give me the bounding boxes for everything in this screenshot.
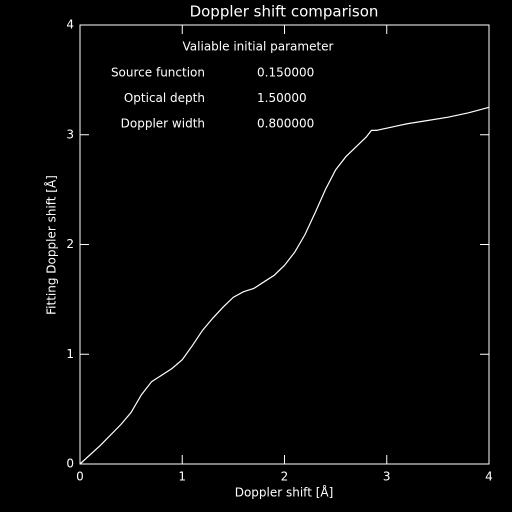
- x-tick-label: 3: [383, 470, 391, 484]
- x-axis-label: Doppler shift [Å]: [235, 485, 334, 500]
- y-tick-label: 1: [66, 347, 74, 361]
- parameter-value: 0.150000: [257, 66, 314, 80]
- annotation-heading: Valiable initial parameter: [183, 40, 334, 54]
- y-tick-label: 2: [66, 237, 74, 251]
- x-tick-label: 2: [281, 470, 289, 484]
- y-tick-label: 4: [66, 18, 74, 32]
- y-tick-label: 3: [66, 127, 74, 141]
- x-tick-label: 0: [76, 470, 84, 484]
- parameter-name: Optical depth: [124, 91, 205, 105]
- data-line: [79, 106, 490, 465]
- parameter-value: 1.50000: [257, 91, 307, 105]
- chart-title: Doppler shift comparison: [190, 3, 379, 21]
- parameter-name: Doppler width: [121, 117, 205, 131]
- x-tick-label: 4: [485, 470, 493, 484]
- parameter-value: 0.800000: [257, 117, 314, 131]
- x-tick-label: 1: [178, 470, 186, 484]
- parameter-name: Source function: [111, 66, 205, 80]
- y-tick-label: 0: [66, 457, 74, 471]
- y-axis-label: Fitting Doppler shift [Å]: [44, 175, 59, 315]
